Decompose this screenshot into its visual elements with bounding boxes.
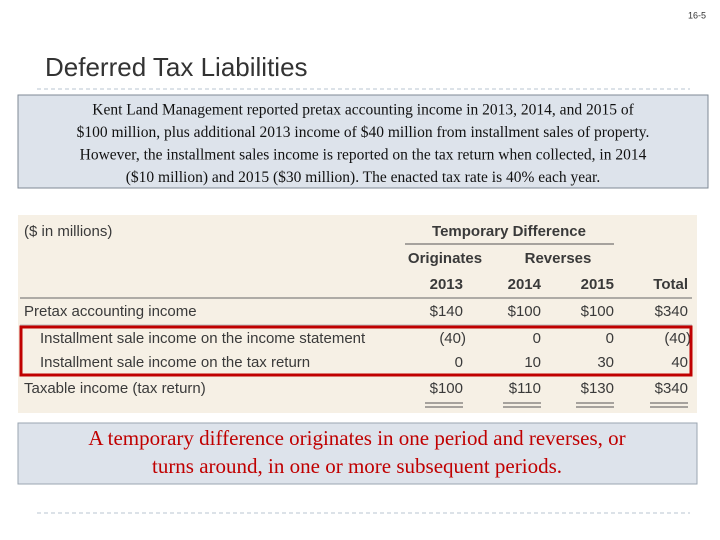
cell: 0: [533, 330, 541, 347]
note-line: turns around, in one or more subsequent …: [152, 454, 562, 478]
row-label: Pretax accounting income: [24, 303, 197, 320]
intro-line: ($10 million) and 2015 ($30 million). Th…: [126, 169, 600, 186]
column-header: Total: [653, 276, 688, 293]
cell: $140: [430, 303, 463, 320]
slide-number: 16-5: [688, 10, 706, 20]
row-label: Installment sale income on the income st…: [40, 330, 366, 347]
highlight-box: [19, 325, 693, 377]
cell: (40): [439, 330, 466, 347]
cell: $110: [509, 380, 541, 397]
cell: 30: [597, 354, 614, 371]
note-line: A temporary difference originates in one…: [88, 426, 625, 450]
cell: $340: [655, 303, 688, 320]
cell: $100: [508, 303, 541, 320]
cell: $100: [430, 380, 463, 397]
column-header: 2013: [430, 276, 463, 293]
cell: $130: [581, 380, 614, 397]
cell: 10: [524, 354, 541, 371]
column-header: 2015: [581, 276, 614, 293]
intro-box: [17, 94, 709, 189]
cell: $100: [581, 303, 614, 320]
subheader: Reverses: [525, 250, 592, 267]
row-label: Taxable income (tax return): [24, 380, 206, 397]
table-background: [18, 215, 697, 413]
subheader: Originates: [408, 250, 482, 267]
intro-line: However, the installment sales income is…: [80, 147, 647, 164]
unit-note: ($ in millions): [24, 223, 112, 240]
group-header: Temporary Difference: [432, 223, 586, 240]
intro-line: $100 million, plus additional 2013 incom…: [77, 124, 650, 141]
cell: 0: [455, 354, 463, 371]
note-box: [17, 422, 698, 485]
cell: 40: [671, 354, 688, 371]
row-label: Installment sale income on the tax retur…: [40, 354, 310, 371]
intro-line: Kent Land Management reported pretax acc…: [92, 102, 634, 119]
column-header: 2014: [508, 276, 542, 293]
slide-title: Deferred Tax Liabilities: [45, 52, 308, 82]
cell: $340: [655, 380, 688, 397]
cell: (40): [664, 330, 691, 347]
cell: 0: [606, 330, 614, 347]
